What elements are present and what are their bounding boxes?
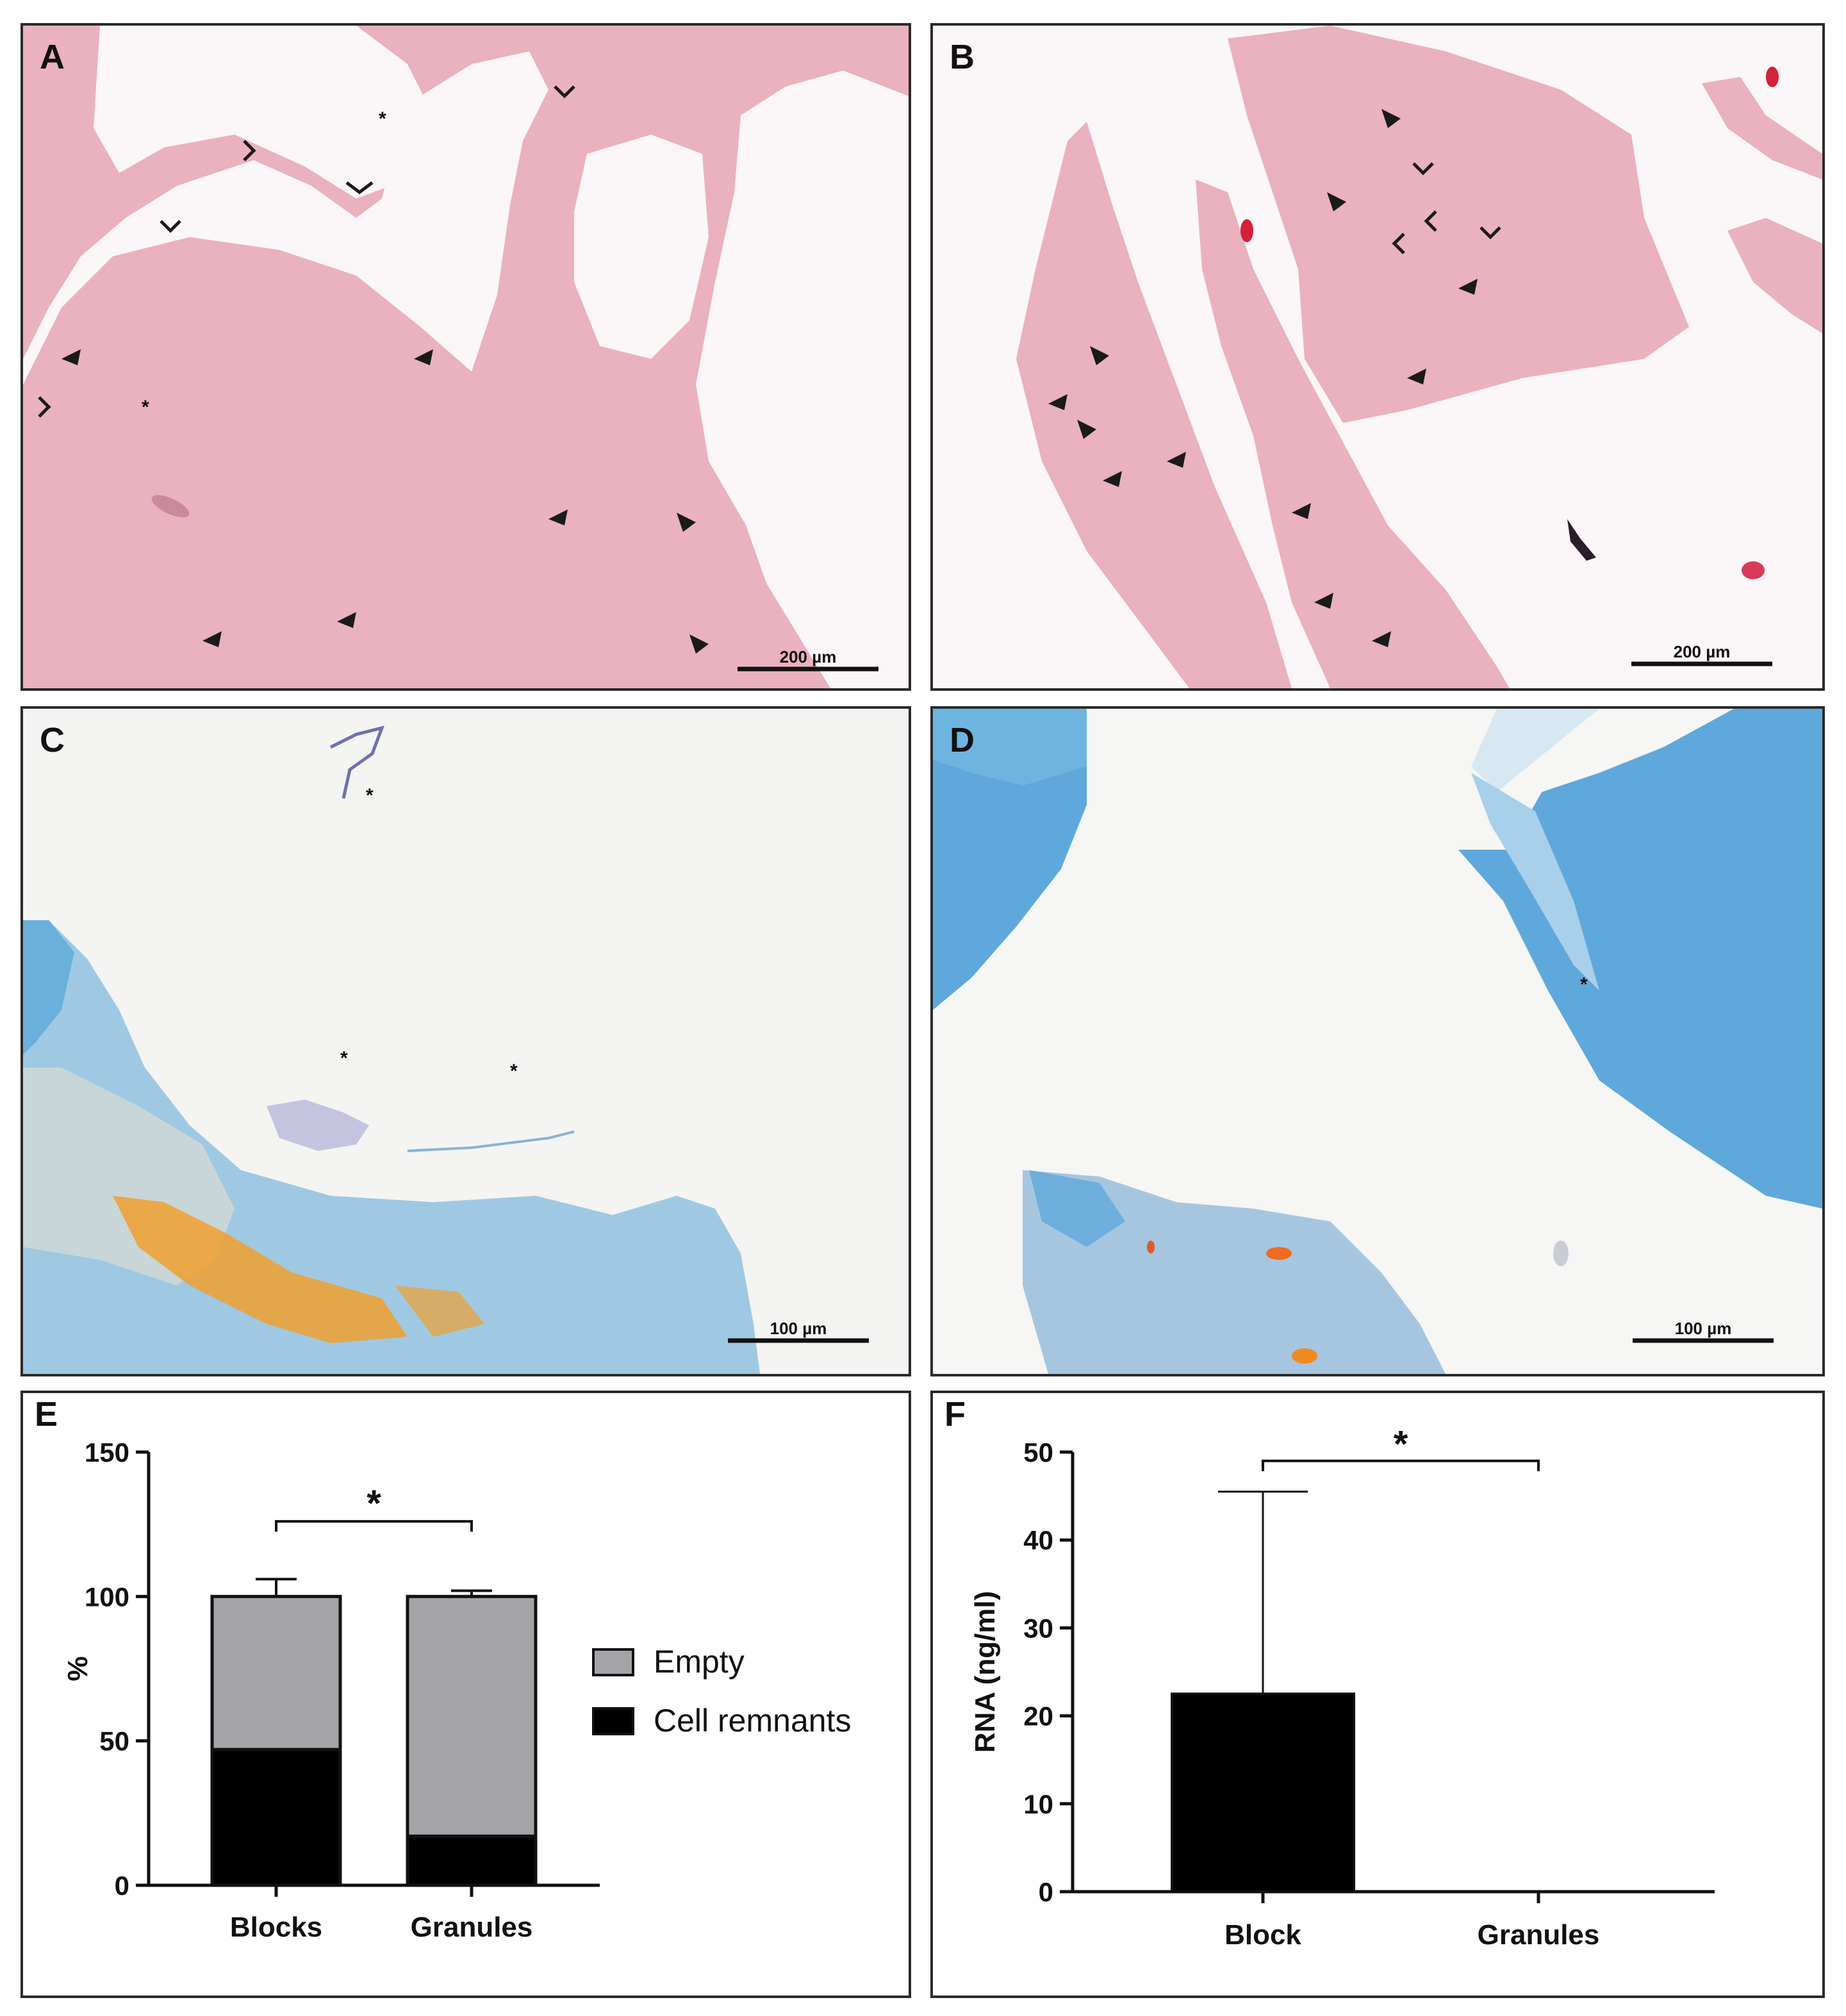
x-tick-label: Blocks <box>230 1912 322 1943</box>
y-tick-label: 0 <box>115 1871 129 1901</box>
panel-e: E 0 50 100 150% Blocks Granules * Empty Cell rem… <box>21 1391 911 1998</box>
arrowhead-markers <box>38 85 575 418</box>
bar-empty <box>210 1594 342 1751</box>
panel-label-c: C <box>40 721 65 759</box>
bar <box>1171 1692 1355 1893</box>
panel-f: F 0 10 20 30 40 50 RNA (ng/ml) Block Granules * <box>930 1391 1825 1998</box>
panel-a: A * * 200 µm <box>21 23 911 691</box>
panel-label-a: A <box>40 38 65 76</box>
panel-label-d: D <box>950 721 975 759</box>
asterisk-marker: * <box>340 1048 348 1069</box>
significance-marker: * <box>1394 1424 1408 1466</box>
panel-c-overlay: * * * 100 µm <box>340 785 869 1343</box>
legend-swatch <box>592 1707 634 1735</box>
y-tick-label: 20 <box>1023 1701 1053 1731</box>
panel-label-f: F <box>944 1395 966 1434</box>
bar-cell-remnants <box>210 1747 342 1887</box>
chart-f: 0 10 20 30 40 50 RNA (ng/ml) Block Granules * <box>969 1424 1715 1951</box>
bar-cell-remnants <box>406 1834 538 1887</box>
y-tick-label: 30 <box>1023 1613 1053 1643</box>
x-tick-label: Granules <box>1478 1919 1600 1951</box>
panel-d: D * 100 µm <box>930 706 1825 1376</box>
scale-bar-label: 100 µm <box>770 1319 827 1338</box>
panel-label-e: E <box>35 1395 58 1434</box>
asterisk-marker: * <box>1580 974 1588 995</box>
scale-bar-label: 200 µm <box>780 647 837 666</box>
panel-b-overlay: 200 µm <box>1048 109 1772 666</box>
significance-bracket <box>1262 1459 1540 1471</box>
significance-marker: * <box>367 1483 381 1524</box>
legend-swatch <box>592 1648 634 1676</box>
x-tick-label: Block <box>1224 1919 1301 1951</box>
asterisk-marker: * <box>142 397 149 418</box>
asterisk-marker: * <box>366 785 374 806</box>
panel-a-overlay: * * 200 µm <box>38 85 878 672</box>
panel-b: B 200 µm <box>930 23 1825 691</box>
arrowhead-markers <box>1392 162 1501 254</box>
legend-label: Empty <box>654 1644 745 1680</box>
y-axis-label: RNA (ng/ml) <box>969 1591 1001 1753</box>
y-tick-label: 10 <box>1023 1789 1053 1819</box>
bar-empty <box>406 1594 538 1838</box>
y-tick-label: 40 <box>1023 1525 1053 1555</box>
panel-d-overlay: * 100 µm <box>1580 974 1774 1343</box>
arrow-markers <box>1048 109 1478 647</box>
he-micrograph-b <box>933 26 1822 688</box>
x-tick-label: Granules <box>411 1912 533 1943</box>
y-tick-label: 50 <box>99 1726 129 1756</box>
y-tick-label: 0 <box>1039 1877 1053 1907</box>
alcian-micrograph-d <box>933 709 1822 1374</box>
significance-bracket <box>275 1520 473 1532</box>
y-tick-label: 50 <box>1023 1437 1053 1467</box>
scale-bar-label: 200 µm <box>1674 642 1731 661</box>
legend-label: Cell remnants <box>654 1703 851 1739</box>
chart-e: 0 50 100 150% Blocks Granules * Empty Cell remna… <box>62 1437 851 1943</box>
scale-bar-label: 100 µm <box>1675 1319 1732 1338</box>
panel-label-b: B <box>950 38 975 76</box>
y-axis-label: % <box>62 1656 94 1681</box>
arrow-markers <box>62 349 709 654</box>
alcian-micrograph-c <box>23 709 909 1374</box>
asterisk-marker: * <box>510 1061 518 1082</box>
panel-c: C * * * 100 µm <box>21 706 911 1376</box>
asterisk-marker: * <box>379 108 386 129</box>
y-tick-label: 150 <box>85 1437 129 1467</box>
y-tick-label: 100 <box>85 1582 129 1612</box>
